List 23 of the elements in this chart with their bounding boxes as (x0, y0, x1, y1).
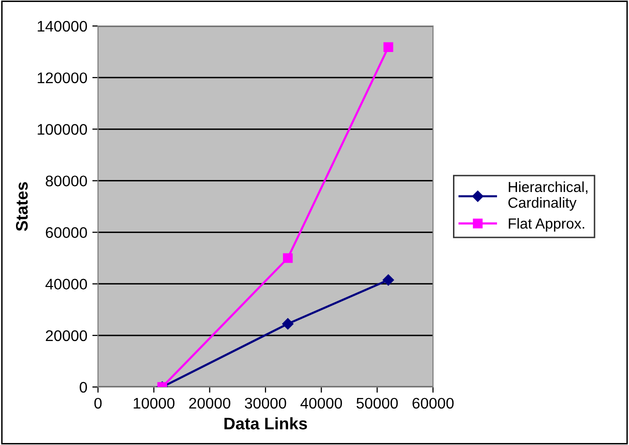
point (282, 253, 293, 263)
y-tick-label: 80000 (46, 176, 87, 186)
y-axis-title: States (16, 182, 28, 232)
point (383, 42, 394, 52)
y-tick-label: 120000 (38, 72, 87, 84)
legend-label: Flat Approx. (508, 218, 584, 232)
x-tick-label: 0 (94, 398, 102, 409)
x-axis-title: Data Links (224, 417, 307, 430)
point (282, 318, 294, 330)
x-tick-label: 30000 (244, 398, 286, 409)
x-tick-label: 50000 (356, 398, 398, 409)
point (382, 274, 394, 286)
y-tick-label: 140000 (38, 20, 87, 32)
y-tick-label: 100000 (38, 124, 87, 135)
y-tick-label: 40000 (45, 278, 87, 290)
legend-label: Hierarchical, Cardinality (508, 181, 588, 211)
y-tick-label: 0 (80, 382, 87, 393)
x-tick-label: 20000 (189, 398, 230, 409)
x-tick-label: 60000 (412, 398, 454, 409)
x-tick-label: 10000 (134, 398, 174, 409)
x-tick-label: 40000 (300, 398, 342, 409)
y-tick-label: 20000 (46, 330, 87, 342)
y-tick-label: 60000 (46, 227, 87, 238)
